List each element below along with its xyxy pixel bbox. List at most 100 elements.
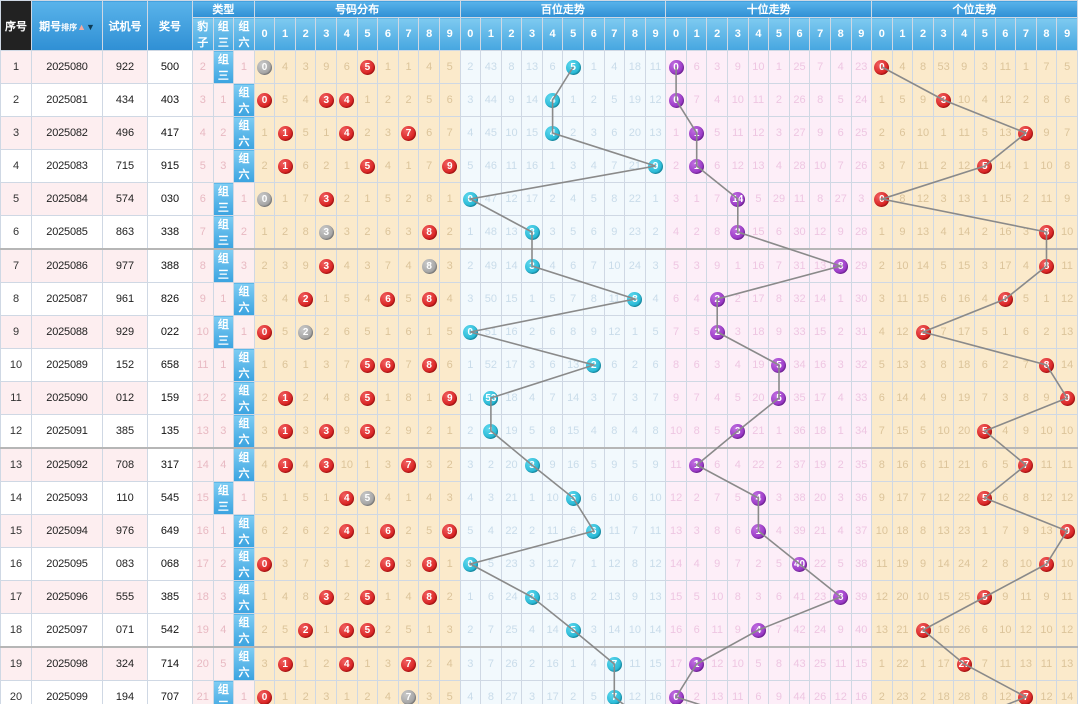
header-col-shi-2[interactable]: 2 [706, 17, 729, 51]
header-col-ge-5[interactable]: 5 [973, 17, 996, 51]
header-period[interactable]: 期号排序▲▼ [31, 0, 103, 51]
dist-cell-1: 4 [274, 282, 296, 316]
header-col-bai-0[interactable]: 0 [459, 17, 482, 51]
dist-cell-9: 3 [438, 613, 461, 648]
bai-cell-9: 16 [644, 680, 667, 704]
dist-cell-6: 4 [377, 680, 399, 704]
header-col-bai-1[interactable]: 1 [480, 17, 502, 51]
row-period: 2025092 [31, 447, 103, 482]
header-col-ge-0[interactable]: 0 [871, 17, 893, 51]
shi-cell-6: 37 [788, 447, 811, 482]
header-col-shi-1[interactable]: 1 [685, 17, 708, 51]
table-row[interactable]: 19 2025098 324 714 20 5 组六 3 1 1 2 4 1 3 7 2 4 3 7 26 2 16 1 4 7… [0, 646, 1078, 681]
header-col-dist-3[interactable]: 3 [315, 17, 338, 51]
header-col-ge-7[interactable]: 7 [1015, 17, 1037, 51]
shi-cell-7: 13 [809, 248, 831, 283]
table-row[interactable]: 13 2025092 708 317 14 4 组六 4 1 4 3 10 1 3 7 3 2 3 2 20 3 9 16 5… [0, 447, 1078, 482]
header-col-ge-6[interactable]: 6 [994, 17, 1017, 51]
bai-cell-8: 3 [624, 381, 646, 415]
table-row[interactable]: 8 2025087 961 826 9 1 组六 3 4 2 1 5 4 6 5 8 4 3 50 15 1 5 7 8 11 8… [0, 282, 1078, 316]
table-row[interactable]: 9 2025088 929 022 10 组三 1 0 5 2 2 6 5 1 6 1 5 0 51 16 2 6 8 9 12… [0, 315, 1078, 349]
triangle-up-icon[interactable]: ▲ [77, 21, 86, 32]
dist-cell-8: 2 [418, 646, 440, 681]
header-col-dist-7[interactable]: 7 [397, 17, 420, 51]
header-col-shi-8[interactable]: 8 [829, 17, 852, 51]
header-col-ge-3[interactable]: 3 [932, 17, 955, 51]
header-col-bai-8[interactable]: 8 [624, 17, 646, 51]
header-col-type-组六[interactable]: 组六 [233, 17, 255, 51]
table-row[interactable]: 10 2025089 152 658 11 1 组六 1 6 1 3 7 5 6 7 8 6 1 52 17 3 6 13 2… [0, 348, 1078, 382]
ge-cell-2: 9 [912, 83, 934, 117]
table-row[interactable]: 3 2025082 496 417 4 2 组六 1 1 5 1 4 2 3 7 6 7 4 45 10 15 4 2 3 6 2… [0, 116, 1078, 150]
header-group-ge[interactable]: 个位走势 [871, 0, 1078, 18]
table-row[interactable]: 15 2025094 976 649 16 1 组六 6 2 6 2 4 1 6 2 5 9 5 4 22 2 11 6 6 1… [0, 514, 1078, 548]
header-col-bai-6[interactable]: 6 [582, 17, 605, 51]
header-col-shi-7[interactable]: 7 [809, 17, 831, 51]
header-col-ge-1[interactable]: 1 [891, 17, 914, 51]
bai-cell-2: 8 [500, 50, 523, 84]
header-try[interactable]: 试机号 [102, 0, 148, 51]
header-col-ge-4[interactable]: 4 [953, 17, 975, 51]
header-group-bai[interactable]: 百位走势 [459, 0, 667, 18]
table-row[interactable]: 18 2025097 071 542 19 4 组六 2 5 2 1 4 5 2 5 1 3 2 7 25 4 14 5 3 1… [0, 613, 1078, 648]
header-prize[interactable]: 奖号 [147, 0, 193, 51]
header-col-ge-8[interactable]: 8 [1035, 17, 1058, 51]
table-row[interactable]: 6 2025085 863 338 7 组三 2 1 2 8 3 3 2 6 3 8 2 1 48 13 3 3 5 6 9 23… [0, 215, 1078, 250]
header-col-bai-7[interactable]: 7 [603, 17, 626, 51]
header-col-shi-5[interactable]: 5 [768, 17, 790, 51]
header-col-dist-5[interactable]: 5 [356, 17, 379, 51]
table-row[interactable]: 17 2025096 555 385 18 3 组六 1 4 8 3 2 5 1 4 8 2 1 6 24 3 13 8 2 1… [0, 580, 1078, 614]
table-row[interactable]: 2 2025081 434 403 3 1 组六 0 5 4 3 4 1 2 2 5 6 3 44 9 14 4 1 2 5 19… [0, 83, 1078, 117]
dist-ball-3: 3 [318, 258, 334, 274]
table-row[interactable]: 20202509919470721组三101231247354827317257… [0, 680, 1078, 704]
header-index[interactable]: 序号 [0, 0, 32, 51]
header-col-type-豹子[interactable]: 豹子 [192, 17, 214, 51]
header-col-type-组三[interactable]: 组三 [212, 17, 235, 51]
dist-cell-5: 1 [356, 83, 379, 117]
table-row[interactable]: 7 2025086 977 388 8 组三 3 2 3 9 3 4 3 7 4 8 3 2 49 14 3 4 6 7 10 2… [0, 248, 1078, 283]
sort-control[interactable]: 排序▲▼ [61, 21, 95, 33]
header-col-shi-3[interactable]: 3 [727, 17, 749, 51]
header-col-dist-6[interactable]: 6 [377, 17, 399, 51]
header-group-dist[interactable]: 号码分布 [253, 0, 461, 18]
table-row[interactable]: 1 2025080 922 500 2 组三 1 0 4 3 9 6 5 1 1 4 5 2 43 8 13 6 5 1 4 18… [0, 50, 1078, 84]
shi-ball-8: 8 [833, 258, 849, 274]
ge-cell-8: 8 [1035, 215, 1058, 250]
header-group-type[interactable]: 类型 [192, 0, 255, 18]
header-col-dist-0[interactable]: 0 [253, 17, 276, 51]
header-col-dist-8[interactable]: 8 [418, 17, 440, 51]
triangle-down-icon[interactable]: ▼ [86, 21, 95, 32]
header-col-shi-4[interactable]: 4 [747, 17, 770, 51]
table-row[interactable]: 14 2025093 110 545 15 组三 1 5 1 5 1 4 5 4 1 4 3 4 3 21 1 10 5 6 1… [0, 481, 1078, 515]
header-col-ge-2[interactable]: 2 [912, 17, 934, 51]
header-col-bai-2[interactable]: 2 [500, 17, 523, 51]
header-col-bai-3[interactable]: 3 [521, 17, 543, 51]
header-col-dist-1[interactable]: 1 [274, 17, 296, 51]
shi-cell-3: 7 [727, 547, 749, 581]
table-row[interactable]: 11 2025090 012 159 12 2 组六 2 1 2 4 8 5 1 8 1 9 1 53 18 4 7 14 3… [0, 381, 1078, 415]
header-col-dist-4[interactable]: 4 [336, 17, 358, 51]
bai-cell-2: 19 [500, 414, 523, 449]
header-col-bai-4[interactable]: 4 [541, 17, 564, 51]
dist-ball-4: 4 [339, 92, 355, 108]
table-row[interactable]: 5 2025084 574 030 6 组三 1 0 1 7 3 2 1 5 2 8 1 0 47 12 17 2 4 5 8 2… [0, 182, 1078, 216]
header-col-dist-9[interactable]: 9 [438, 17, 461, 51]
header-col-bai-9[interactable]: 9 [644, 17, 667, 51]
header-col-ge-9[interactable]: 9 [1056, 17, 1078, 51]
header-col-dist-2[interactable]: 2 [294, 17, 317, 51]
table-row[interactable]: 4 2025083 715 915 5 3 组六 2 1 6 2 1 5 4 1 7 9 5 46 11 16 1 3 4 7 2… [0, 149, 1078, 183]
header-group-shi[interactable]: 十位走势 [665, 0, 873, 18]
ge-cell-2: 4 [912, 381, 934, 415]
shi-cell-1: 6 [685, 613, 708, 648]
row-prize-number: 542 [147, 613, 193, 648]
header-col-shi-0[interactable]: 0 [665, 17, 687, 51]
dist-cell-0: 4 [253, 447, 276, 482]
ge-cell-3: 15 [932, 580, 955, 614]
shi-cell-0: 5 [665, 248, 687, 283]
header-col-shi-6[interactable]: 6 [788, 17, 811, 51]
ge-cell-8: 9 [1035, 580, 1058, 614]
table-row[interactable]: 16 2025095 083 068 17 2 组六 0 3 7 3 1 2 6 3 8 1 0 5 23 3 12 7 1 1… [0, 547, 1078, 581]
header-col-shi-9[interactable]: 9 [850, 17, 873, 51]
table-row[interactable]: 12 2025091 385 135 13 3 组六 3 1 3 3 9 5 2 9 2 1 2 1 19 5 8 15 4 8… [0, 414, 1078, 449]
header-col-bai-5[interactable]: 5 [562, 17, 584, 51]
